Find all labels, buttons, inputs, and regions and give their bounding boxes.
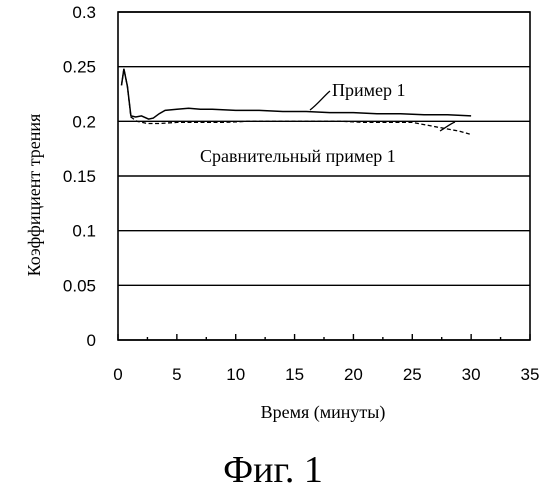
series-group <box>122 69 472 135</box>
series-line-1 <box>122 69 472 135</box>
y-tick-label: 0.3 <box>72 3 96 22</box>
y-tick-label: 0.15 <box>63 167 96 186</box>
axis-ticks: 0 0.05 0.1 0.15 0.2 0.25 0.3 0 5 10 15 20 25 30 35 <box>63 3 540 384</box>
leader-line-example-1 <box>310 91 330 110</box>
y-tick-label: 0.05 <box>63 276 96 295</box>
y-axis-label: Коэффициент трения <box>24 114 44 277</box>
x-tick-label: 10 <box>226 365 245 384</box>
y-tick-label: 0.2 <box>72 112 96 131</box>
series-label-example-1: Пример 1 <box>332 80 406 100</box>
x-tick-label: 25 <box>403 365 422 384</box>
x-tick-label: 15 <box>285 365 304 384</box>
y-tick-label: 0.25 <box>63 58 96 77</box>
y-tick-label: 0.1 <box>72 222 96 241</box>
grid-lines <box>118 12 530 340</box>
x-tick-label: 0 <box>113 365 122 384</box>
x-axis-label: Время (минуты) <box>261 402 386 423</box>
x-tick-label: 20 <box>344 365 363 384</box>
y-tick-label: 0 <box>87 331 96 350</box>
x-tick-label: 5 <box>172 365 181 384</box>
x-tick-label: 30 <box>462 365 481 384</box>
series-line-0 <box>122 69 472 119</box>
x-tick-label: 35 <box>521 365 540 384</box>
leader-line-comparative-example-1 <box>440 122 455 131</box>
series-label-comparative-example-1: Сравнительный пример 1 <box>200 146 396 166</box>
figure-caption: Фиг. 1 <box>223 449 323 491</box>
